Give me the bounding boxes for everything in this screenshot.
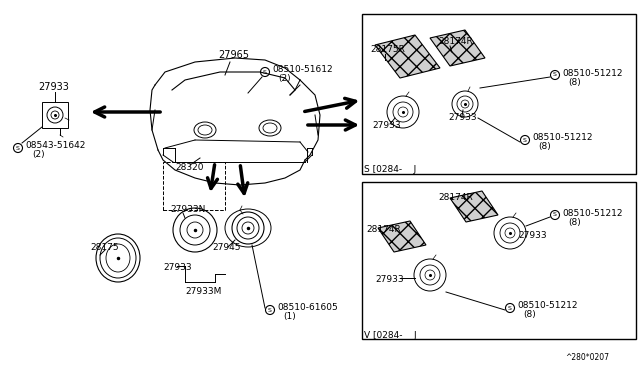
Text: S: S [553,212,557,218]
Text: 27933: 27933 [448,113,477,122]
Text: 08543-51642: 08543-51642 [25,141,85,150]
Text: 27965: 27965 [218,50,249,60]
Text: V [0284-    J: V [0284- J [364,330,417,340]
Bar [163,162,225,210]
Text: (8): (8) [568,77,580,87]
Text: 08510-61605: 08510-61605 [277,304,338,312]
Bar [362,182,636,339]
Text: 27933: 27933 [372,122,401,131]
Bar [42,102,68,128]
Text: 27933M: 27933M [185,288,221,296]
Text: 28174R: 28174R [438,193,473,202]
Text: S: S [268,308,272,312]
Polygon shape [378,221,426,252]
Text: S: S [508,305,512,311]
Text: (2): (2) [278,74,291,83]
Text: 08510-51612: 08510-51612 [272,65,333,74]
Polygon shape [450,191,498,222]
Text: 27933: 27933 [375,276,404,285]
Text: 27933: 27933 [518,231,547,241]
Polygon shape [430,30,485,66]
Text: 08510-51212: 08510-51212 [562,68,623,77]
Text: 28175: 28175 [90,244,118,253]
Text: 28320: 28320 [175,164,204,173]
Text: 08510-51212: 08510-51212 [517,301,577,311]
Text: S: S [523,138,527,142]
Text: S: S [16,145,20,151]
Text: S [0284-    J: S [0284- J [364,166,416,174]
Text: 08510-51212: 08510-51212 [532,134,593,142]
Text: (8): (8) [523,311,536,320]
Text: 08510-51212: 08510-51212 [562,208,623,218]
Text: 28174R: 28174R [438,38,473,46]
Text: (1): (1) [283,312,296,321]
Text: S: S [553,73,557,77]
Text: 27945: 27945 [212,244,241,253]
Text: ^280*0207: ^280*0207 [565,353,609,362]
Bar [362,14,636,174]
Text: (8): (8) [568,218,580,227]
Text: 28175R: 28175R [370,45,405,55]
Text: (2): (2) [32,150,45,158]
Text: (8): (8) [538,142,551,151]
Text: 27933N: 27933N [170,205,205,215]
Text: 27933: 27933 [163,263,191,273]
Text: S: S [263,70,267,74]
Polygon shape [375,35,440,78]
Text: 28174R: 28174R [366,225,401,234]
Text: 27933: 27933 [38,82,69,92]
